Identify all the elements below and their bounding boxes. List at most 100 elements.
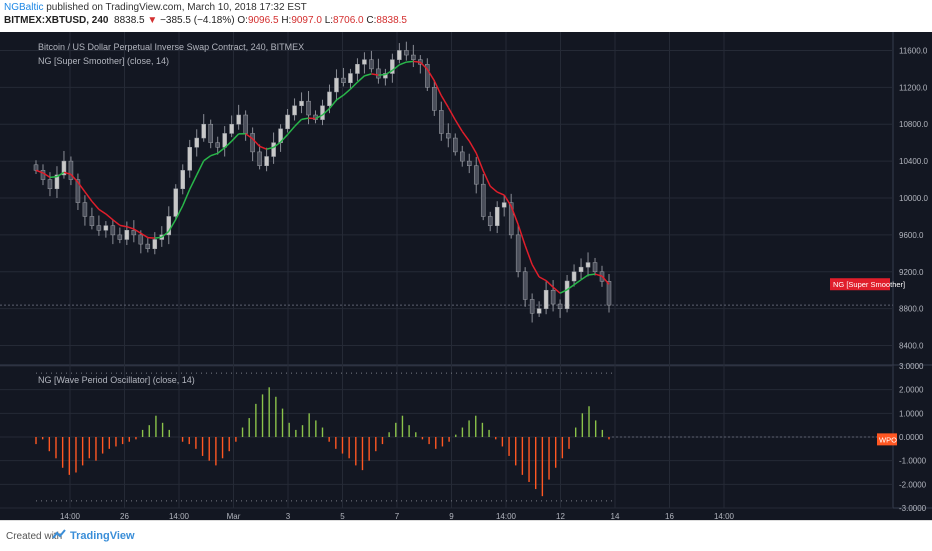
candle-body bbox=[153, 240, 157, 249]
smoother-segment bbox=[357, 76, 364, 82]
tradingview-logo-icon bbox=[52, 528, 66, 542]
candle-body bbox=[411, 55, 415, 60]
smoother-segment bbox=[155, 237, 162, 238]
time-tick-label: 5 bbox=[340, 512, 345, 520]
candle-body bbox=[572, 272, 576, 281]
author-link[interactable]: NGBaltic bbox=[4, 2, 43, 13]
candle-body bbox=[530, 299, 534, 313]
open-label: O: bbox=[237, 15, 248, 26]
smoother-segment bbox=[350, 82, 357, 89]
candle-body bbox=[432, 87, 436, 110]
candle-body bbox=[181, 170, 185, 188]
candle-body bbox=[404, 50, 408, 55]
smoother-segment bbox=[50, 177, 57, 178]
price-tick-label: 8800.0 bbox=[899, 305, 924, 314]
smoother-segment bbox=[113, 220, 120, 226]
smoother-segment bbox=[148, 238, 155, 239]
smoother-segment bbox=[204, 156, 211, 161]
price-tick-label: 10000.0 bbox=[899, 194, 928, 203]
candle-body bbox=[139, 235, 143, 244]
smoother-segment bbox=[406, 61, 413, 62]
smoother-segment bbox=[588, 274, 595, 275]
smoother-segment bbox=[302, 118, 309, 119]
candle-body bbox=[223, 133, 227, 147]
candle-body bbox=[439, 110, 443, 133]
candle-body bbox=[523, 272, 527, 300]
price-tick-label: 8400.0 bbox=[899, 342, 924, 351]
price-tick-label: 11200.0 bbox=[899, 83, 928, 92]
last-price: 8838.5 bbox=[114, 15, 145, 26]
candle-body bbox=[369, 60, 373, 69]
smoother-segment bbox=[106, 214, 113, 220]
time-tick-label: 14:00 bbox=[714, 512, 735, 520]
candle-body bbox=[48, 180, 52, 189]
candle-body bbox=[230, 124, 234, 133]
candle-body bbox=[376, 69, 380, 78]
price-tick-label: 9200.0 bbox=[899, 268, 924, 277]
smoother-segment bbox=[462, 131, 469, 141]
candle-body bbox=[488, 216, 492, 225]
low-label: L: bbox=[325, 15, 333, 26]
osc-tick-label: 2.0000 bbox=[899, 386, 924, 395]
candle-body bbox=[97, 226, 101, 231]
smoother-segment bbox=[455, 120, 462, 132]
time-tick-label: 12 bbox=[556, 512, 565, 520]
candle-body bbox=[216, 143, 220, 148]
open-value: 9096.5 bbox=[248, 15, 279, 26]
high-value: 9097.0 bbox=[291, 15, 322, 26]
candle-body bbox=[34, 165, 38, 171]
time-tick-label: 14:00 bbox=[169, 512, 190, 520]
smoother-segment bbox=[260, 146, 267, 149]
high-label: H: bbox=[281, 15, 291, 26]
tradingview-brand[interactable]: TradingView bbox=[70, 530, 135, 542]
candle-body bbox=[272, 143, 276, 157]
smoother-segment bbox=[490, 186, 497, 192]
wpo-tag-text: WPO bbox=[879, 435, 897, 444]
price-tick-label: 11600.0 bbox=[899, 46, 928, 55]
candle-body bbox=[125, 230, 129, 239]
candle-body bbox=[502, 203, 506, 208]
candle-body bbox=[537, 309, 541, 314]
candle-body bbox=[327, 92, 331, 106]
time-tick-label: 14:00 bbox=[60, 512, 81, 520]
smoother-segment bbox=[218, 148, 225, 154]
smoother-segment bbox=[232, 134, 239, 141]
close-label: C: bbox=[366, 15, 376, 26]
candle-body bbox=[188, 147, 192, 170]
osc-legend: NG [Wave Period Oscillator] (close, 14) bbox=[38, 375, 195, 385]
smoother-segment bbox=[532, 264, 539, 276]
smoother-segment bbox=[469, 141, 476, 153]
osc-tick-label: -2.0000 bbox=[899, 480, 927, 489]
smoother-segment bbox=[99, 209, 106, 214]
smoother-segment bbox=[197, 161, 204, 175]
smoother-segment bbox=[581, 275, 588, 280]
smoother-segment bbox=[343, 89, 350, 95]
smoother-segment bbox=[127, 227, 134, 229]
chart-svg[interactable]: 11600.011200.010800.010400.010000.09600.… bbox=[0, 32, 932, 520]
candle-body bbox=[355, 64, 359, 73]
candle-body bbox=[341, 78, 345, 83]
candle-body bbox=[265, 157, 269, 166]
candle-body bbox=[146, 244, 150, 249]
candle-body bbox=[551, 290, 555, 304]
smoother-segment bbox=[85, 192, 92, 201]
oscillator-bars bbox=[36, 387, 609, 496]
candle-body bbox=[467, 161, 471, 166]
candle-body bbox=[307, 101, 311, 115]
candle-body bbox=[237, 115, 241, 124]
candle-body bbox=[300, 101, 304, 106]
smoother-segment bbox=[190, 175, 197, 189]
candle-body bbox=[132, 230, 136, 235]
candle-body bbox=[362, 60, 366, 65]
candle-body bbox=[579, 267, 583, 272]
ohlc-line: BITMEX:XBTUSD, 240 8838.5 ▼ −385.5 (−4.1… bbox=[4, 15, 407, 26]
price-tick-label: 9600.0 bbox=[899, 231, 924, 240]
time-tick-label: 7 bbox=[395, 512, 400, 520]
candles-group bbox=[34, 42, 611, 323]
time-tick-label: 3 bbox=[286, 512, 291, 520]
smoother-segment bbox=[364, 74, 371, 76]
candle-body bbox=[251, 133, 255, 151]
candle-body bbox=[544, 290, 548, 308]
smoother-segment bbox=[413, 61, 420, 62]
